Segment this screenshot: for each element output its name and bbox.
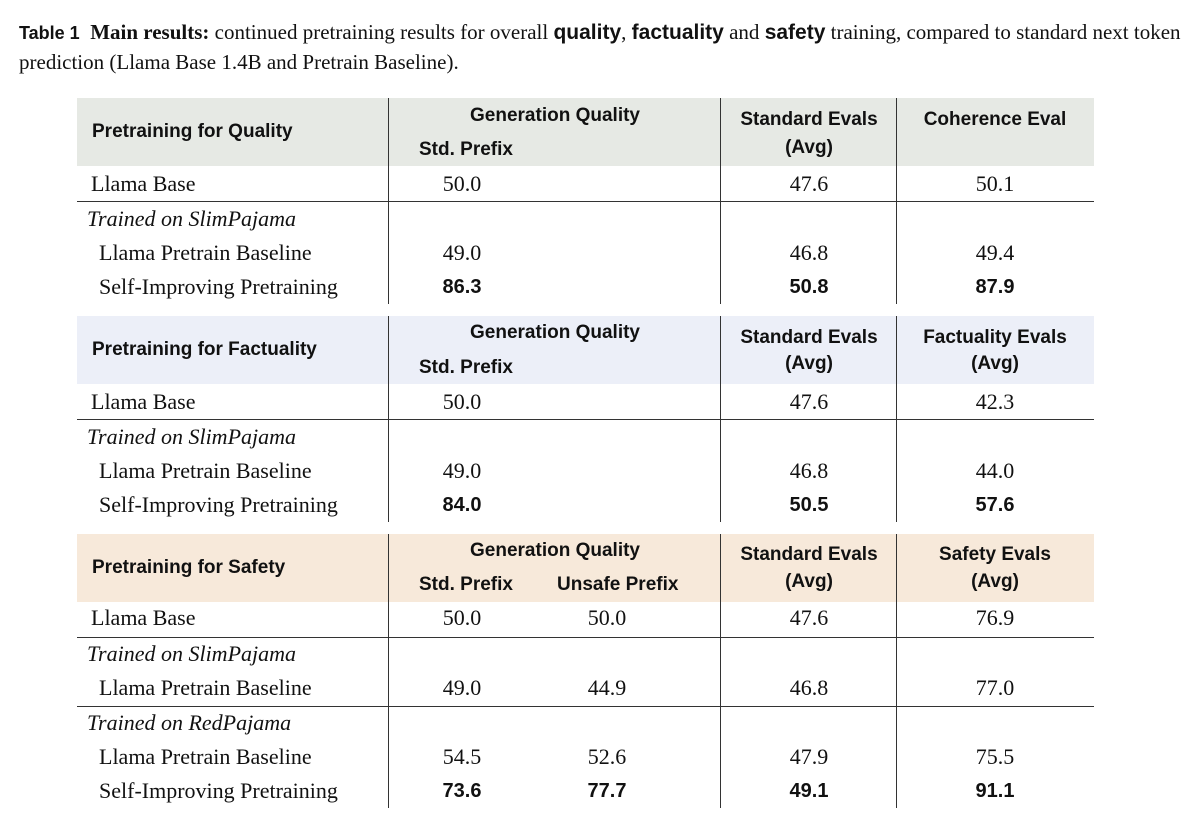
header-unsafe-prefix: Unsafe Prefix [557,574,679,595]
cell-safety-evals: 76.9 [975,605,1015,630]
row-divider [77,201,1094,202]
header-safety-evals-avg: (Avg) [971,571,1019,592]
row-divider [77,637,1094,638]
cell-standard-evals: 46.8 [789,240,829,265]
cell-standard-evals: 46.8 [789,458,829,483]
cell-standard-evals: 47.6 [789,605,829,630]
header-generation-quality: Generation Quality [470,105,640,126]
header-standard-evals-avg: (Avg) [785,353,833,374]
table-caption: Table 1 Main results: continued pretrain… [19,18,1184,77]
row-label: Llama Base [91,171,196,196]
cell-std-prefix: 73.6 [442,780,482,802]
cell-standard-evals: 47.6 [789,389,829,414]
column-divider [720,98,721,304]
row-divider [77,706,1094,707]
header-coherence-eval: Coherence Eval [923,109,1067,130]
row-label: Llama Pretrain Baseline [99,744,312,769]
cell-std-prefix: 49.0 [442,458,482,483]
row-label: Self-Improving Pretraining [99,778,338,803]
caption-keyword-factuality: factuality [631,21,724,44]
section-factuality: Pretraining for Factuality Generation Qu… [77,316,1094,522]
cell-unsafe-prefix: 50.0 [587,605,627,630]
cell-standard-evals: 49.1 [789,780,829,802]
cell-std-prefix: 54.5 [442,744,482,769]
row-label: Llama Base [91,389,196,414]
section-title: Pretraining for Factuality [92,339,317,360]
header-std-prefix: Std. Prefix [419,574,513,595]
row-divider [77,419,1094,420]
group-label: Trained on SlimPajama [87,424,297,449]
cell-std-prefix: 84.0 [442,494,482,516]
group-label: Trained on SlimPajama [87,206,297,231]
cell-std-prefix: 86.3 [442,276,482,298]
cell-coherence-eval: 87.9 [975,276,1015,298]
header-standard-evals: Standard Evals [740,109,878,130]
header-safety-evals: Safety Evals [939,544,1051,565]
section-quality: Pretraining for Quality Generation Quali… [77,98,1094,304]
column-divider [896,316,897,522]
section-header-band [77,316,1094,384]
cell-safety-evals: 91.1 [975,780,1015,802]
section-header-band [77,98,1094,166]
cell-safety-evals: 75.5 [975,744,1015,769]
cell-standard-evals: 50.8 [789,276,829,298]
header-standard-evals: Standard Evals [740,327,878,348]
cell-std-prefix: 50.0 [442,171,482,196]
cell-standard-evals: 47.6 [789,171,829,196]
group-label: Trained on SlimPajama [87,641,297,666]
cell-coherence-eval: 49.4 [975,240,1015,265]
results-table: Pretraining for Quality Generation Quali… [77,98,1094,808]
cell-unsafe-prefix: 44.9 [587,675,627,700]
section-header-band [77,534,1094,602]
caption-label: Table 1 [19,23,80,43]
header-factuality-evals-avg: (Avg) [971,353,1019,374]
caption-text: , [621,20,632,44]
cell-std-prefix: 50.0 [442,605,482,630]
row-label: Llama Pretrain Baseline [99,458,312,483]
section-title: Pretraining for Safety [92,557,286,578]
header-generation-quality: Generation Quality [470,322,640,343]
cell-factuality-evals: 44.0 [975,458,1015,483]
caption-keyword-safety: safety [764,21,826,44]
cell-standard-evals: 47.9 [789,744,829,769]
row-label: Self-Improving Pretraining [99,274,338,299]
caption-heading: Main results: [90,20,210,44]
column-divider [388,534,389,808]
cell-std-prefix: 49.0 [442,240,482,265]
caption-text: training, compared to standard next toke… [19,20,1181,74]
cell-std-prefix: 49.0 [442,675,482,700]
row-label: Llama Pretrain Baseline [99,675,312,700]
section-title: Pretraining for Quality [92,121,293,142]
cell-standard-evals: 46.8 [789,675,829,700]
caption-text: and [723,20,765,44]
cell-factuality-evals: 42.3 [975,389,1015,414]
column-divider [720,316,721,522]
column-divider [896,98,897,304]
cell-std-prefix: 50.0 [442,389,482,414]
column-divider [388,98,389,304]
cell-safety-evals: 77.0 [975,675,1015,700]
column-divider [896,534,897,808]
cell-factuality-evals: 57.6 [975,494,1015,516]
cell-coherence-eval: 50.1 [975,171,1015,196]
header-std-prefix: Std. Prefix [419,357,513,378]
header-generation-quality: Generation Quality [470,540,640,561]
cell-unsafe-prefix: 52.6 [587,744,627,769]
header-factuality-evals: Factuality Evals [923,327,1067,348]
header-standard-evals-avg: (Avg) [785,571,833,592]
header-standard-evals-avg: (Avg) [785,137,833,158]
cell-unsafe-prefix: 77.7 [587,780,627,802]
caption-text: continued pretraining results for overal… [209,20,554,44]
cell-standard-evals: 50.5 [789,494,829,516]
caption-keyword-quality: quality [553,21,622,44]
row-label: Llama Pretrain Baseline [99,240,312,265]
header-standard-evals: Standard Evals [740,544,878,565]
row-label: Llama Base [91,605,196,630]
header-std-prefix: Std. Prefix [419,139,513,160]
group-label: Trained on RedPajama [87,710,292,735]
row-label: Self-Improving Pretraining [99,492,338,517]
column-divider [388,316,389,522]
section-safety: Pretraining for Safety Generation Qualit… [77,534,1094,808]
column-divider [720,534,721,808]
